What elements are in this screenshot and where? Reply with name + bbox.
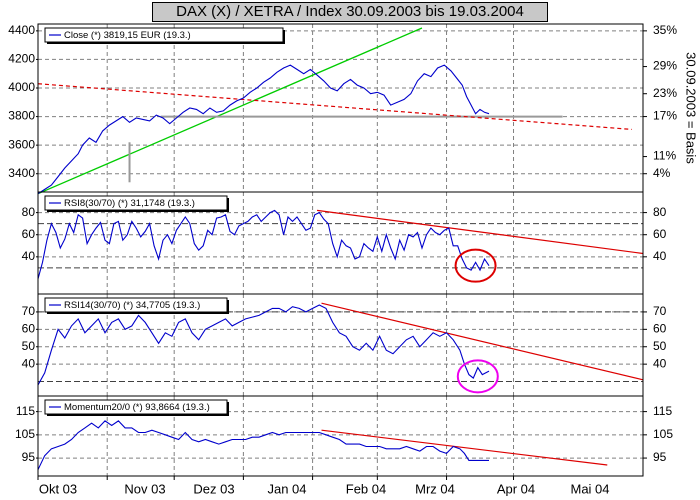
panel-0 bbox=[36, 23, 647, 195]
right-tick-label: 115 bbox=[653, 404, 672, 418]
y-tick-label: 40 bbox=[22, 249, 36, 263]
y-tick-label: 50 bbox=[22, 339, 36, 353]
right-tick-label: 60 bbox=[653, 227, 667, 241]
y-tick-label: 40 bbox=[22, 356, 36, 370]
series-line bbox=[37, 209, 490, 280]
y-tick-label: 3800 bbox=[8, 109, 35, 123]
panel-1 bbox=[36, 191, 647, 295]
y-tick-label: 60 bbox=[22, 322, 36, 336]
x-tick-label: Dez 03 bbox=[193, 481, 234, 496]
y-tick-label: 60 bbox=[22, 227, 36, 241]
legend-box bbox=[44, 399, 228, 415]
x-tick-label: Mai 04 bbox=[570, 481, 609, 496]
right-tick-label: 35% bbox=[653, 23, 677, 37]
downtrend-line bbox=[321, 429, 608, 466]
panel-3 bbox=[36, 395, 647, 477]
right-tick-label: 23% bbox=[653, 86, 677, 100]
y-tick-label: 4400 bbox=[8, 23, 35, 37]
legend-box bbox=[44, 195, 228, 211]
downtrend-line bbox=[321, 302, 644, 381]
chart-title: DAX (X) / XETRA / Index 30.09.2003 bis 1… bbox=[152, 2, 548, 22]
right-tick-label: 60 bbox=[653, 322, 667, 336]
right-tick-label: 70 bbox=[653, 304, 667, 318]
panel-border bbox=[37, 395, 644, 477]
y-tick-label: 105 bbox=[15, 427, 35, 441]
y-tick-label: 80 bbox=[22, 205, 36, 219]
right-tick-label: 50 bbox=[653, 339, 667, 353]
right-tick-label: 40 bbox=[653, 356, 667, 370]
x-tick-label: Jan 04 bbox=[267, 481, 306, 496]
right-axis-label: 30.09.2003 = Basis bbox=[684, 52, 699, 164]
downtrend-line bbox=[37, 83, 632, 131]
downtrend-line bbox=[316, 209, 644, 255]
y-tick-label: 3400 bbox=[8, 166, 35, 180]
right-tick-label: 105 bbox=[653, 427, 673, 441]
x-tick-label: Okt 03 bbox=[39, 481, 77, 496]
right-tick-label: 17% bbox=[653, 109, 677, 123]
y-tick-label: 95 bbox=[22, 450, 36, 464]
series-line bbox=[37, 64, 490, 195]
legend-label: RSI8(30/70) (*) 31,1748 (19.3.) bbox=[64, 198, 195, 209]
x-tick-label: Apr 04 bbox=[497, 481, 535, 496]
legend-label: RSI14(30/70) (*) 34,7705 (19.3.) bbox=[64, 300, 200, 311]
y-tick-label: 115 bbox=[16, 404, 35, 418]
right-tick-label: 11% bbox=[653, 149, 676, 163]
x-tick-label: Feb 04 bbox=[346, 481, 386, 496]
y-tick-label: 4000 bbox=[8, 80, 35, 94]
right-tick-label: 4% bbox=[653, 166, 671, 180]
highlight-circle bbox=[456, 359, 499, 394]
uptrend-line bbox=[37, 27, 423, 195]
legend-label: Close (*) 3819,15 EUR (19.3.) bbox=[64, 30, 191, 41]
right-tick-label: 29% bbox=[653, 59, 677, 73]
legend-label: Momentum20/0 (*) 93,8664 (19.3.) bbox=[64, 402, 210, 413]
legend-box bbox=[44, 27, 284, 43]
right-tick-label: 95 bbox=[653, 450, 667, 464]
y-tick-label: 4200 bbox=[8, 52, 35, 66]
series-line bbox=[37, 420, 489, 470]
y-tick-label: 3600 bbox=[8, 137, 35, 151]
right-tick-label: 40 bbox=[653, 249, 667, 263]
x-tick-label: Nov 03 bbox=[124, 481, 165, 496]
right-tick-label: 80 bbox=[653, 205, 667, 219]
series-line bbox=[37, 304, 490, 386]
legend-box bbox=[44, 297, 228, 313]
highlight-circle bbox=[454, 248, 497, 283]
y-tick-label: 70 bbox=[22, 304, 36, 318]
x-tick-label: Mrz 04 bbox=[415, 481, 455, 496]
